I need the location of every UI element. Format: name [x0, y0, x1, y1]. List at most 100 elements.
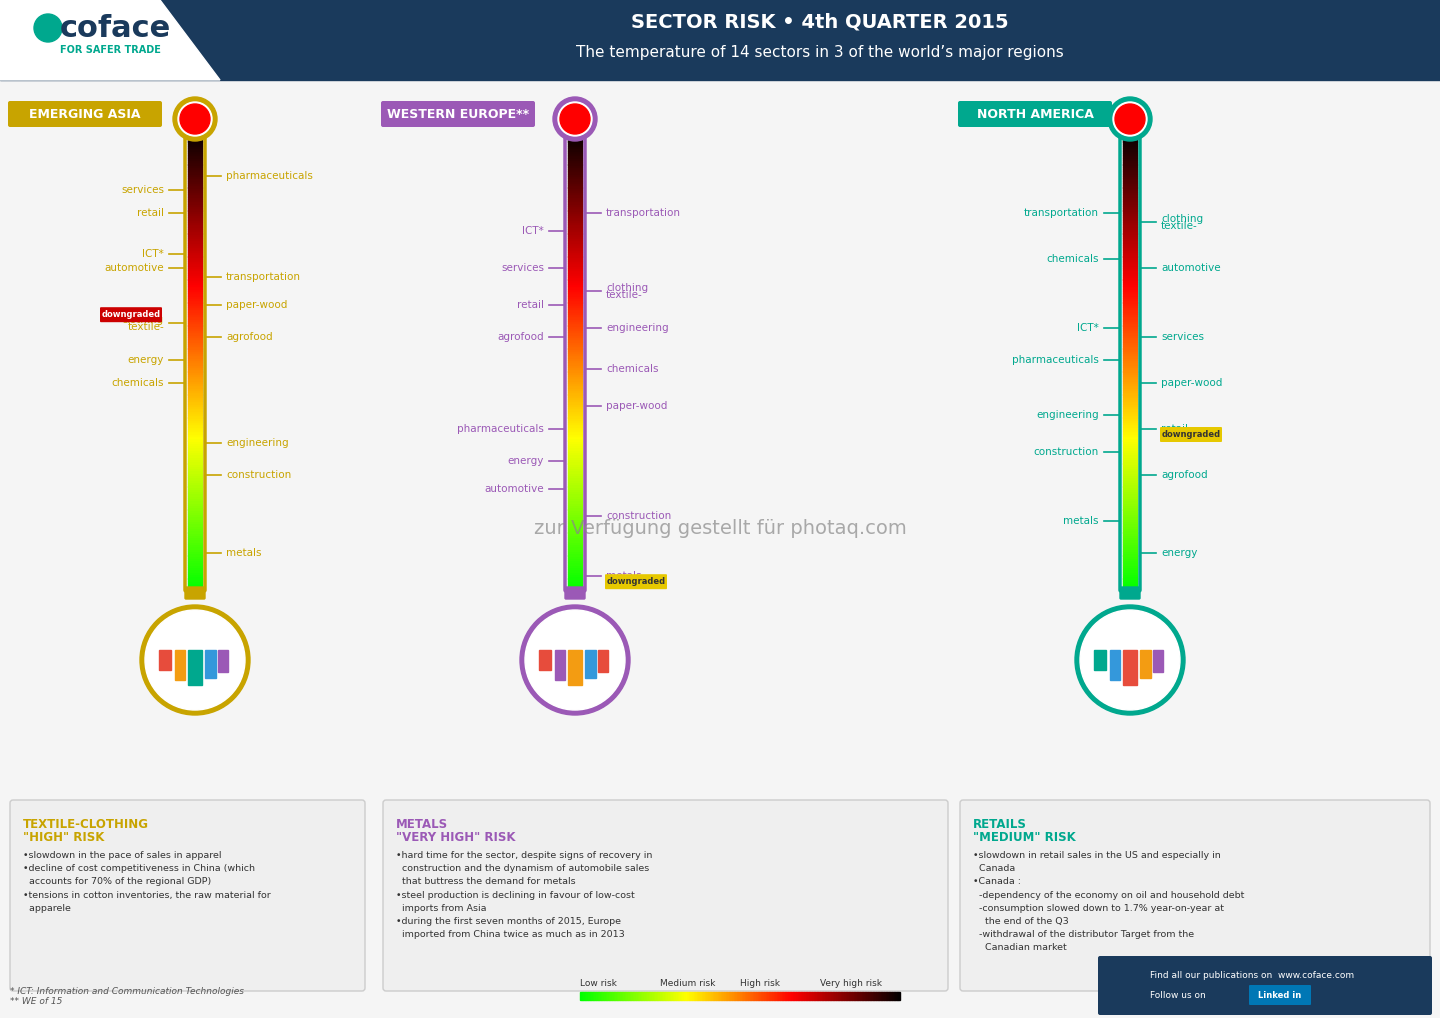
Bar — [189, 491, 202, 494]
Bar — [567, 454, 582, 457]
Bar — [1123, 275, 1138, 277]
Bar — [1123, 273, 1138, 275]
Bar — [567, 196, 582, 199]
Bar — [567, 158, 582, 160]
Bar — [799, 992, 801, 1000]
Bar — [1123, 298, 1138, 300]
Bar — [1123, 245, 1138, 247]
Bar — [1094, 651, 1106, 670]
Bar — [189, 342, 202, 344]
Bar — [567, 323, 582, 326]
Bar — [189, 277, 202, 280]
Text: EMERGING ASIA: EMERGING ASIA — [29, 108, 141, 120]
Bar — [189, 293, 202, 295]
Text: WESTERN EUROPE**: WESTERN EUROPE** — [387, 108, 528, 120]
Bar — [582, 992, 583, 1000]
Bar — [567, 254, 582, 257]
Bar — [567, 242, 582, 245]
Bar — [616, 992, 618, 1000]
Bar — [567, 174, 582, 176]
Bar — [1123, 447, 1138, 450]
Bar — [189, 516, 202, 519]
Bar — [877, 992, 880, 1000]
Bar — [567, 372, 582, 374]
Bar — [189, 337, 202, 339]
Bar — [606, 992, 608, 1000]
FancyBboxPatch shape — [1099, 956, 1431, 1015]
Bar — [189, 189, 202, 192]
Bar — [732, 992, 733, 1000]
Bar — [567, 585, 582, 587]
Bar — [795, 992, 796, 1000]
Bar — [603, 992, 606, 1000]
Bar — [638, 992, 639, 1000]
Bar — [1123, 259, 1138, 261]
Bar — [189, 477, 202, 479]
Bar — [189, 441, 202, 443]
Bar — [1123, 404, 1138, 406]
Bar — [189, 291, 202, 293]
Bar — [1123, 149, 1138, 151]
Bar — [1123, 189, 1138, 192]
Bar — [808, 992, 809, 1000]
Circle shape — [520, 605, 631, 715]
Bar — [655, 992, 657, 1000]
Bar — [189, 353, 202, 355]
Bar — [567, 187, 582, 189]
Bar — [567, 574, 582, 576]
Bar — [696, 992, 697, 1000]
Bar — [1123, 153, 1138, 156]
Bar — [1123, 417, 1138, 419]
Bar — [1123, 348, 1138, 351]
FancyBboxPatch shape — [1120, 587, 1140, 599]
Bar — [1123, 208, 1138, 211]
Bar — [842, 992, 844, 1000]
Bar — [868, 992, 870, 1000]
Bar — [567, 183, 582, 185]
Bar — [713, 992, 714, 1000]
Bar — [1123, 505, 1138, 507]
Bar — [189, 500, 202, 503]
Bar — [612, 992, 613, 1000]
Bar — [189, 408, 202, 410]
Bar — [567, 134, 582, 136]
Bar — [567, 185, 582, 187]
Bar — [567, 534, 582, 538]
Bar — [1123, 496, 1138, 498]
Bar — [189, 264, 202, 266]
Bar — [1123, 370, 1138, 372]
Bar — [189, 236, 202, 238]
Bar — [841, 992, 842, 1000]
Bar — [567, 337, 582, 339]
Bar — [567, 132, 582, 134]
Bar — [1123, 224, 1138, 227]
Bar — [1123, 372, 1138, 374]
Bar — [189, 178, 202, 180]
Text: textile-: textile- — [127, 322, 164, 332]
Bar — [1123, 169, 1138, 171]
Bar — [567, 530, 582, 532]
Circle shape — [1080, 610, 1179, 710]
Bar — [567, 293, 582, 295]
Bar — [189, 355, 202, 357]
Bar — [592, 992, 593, 1000]
Bar — [189, 583, 202, 585]
Bar — [567, 404, 582, 406]
Bar — [567, 335, 582, 337]
Bar — [189, 238, 202, 240]
Bar — [189, 553, 202, 556]
Bar — [1123, 187, 1138, 189]
Bar — [1123, 556, 1138, 558]
Bar — [567, 532, 582, 534]
Bar — [848, 992, 851, 1000]
Bar — [1123, 346, 1138, 348]
Bar — [567, 156, 582, 158]
Bar — [667, 992, 668, 1000]
Bar — [189, 206, 202, 209]
Bar — [567, 355, 582, 357]
Bar — [189, 268, 202, 271]
Bar — [189, 565, 202, 567]
Bar — [708, 992, 710, 1000]
Bar — [567, 525, 582, 528]
Bar — [586, 992, 588, 1000]
